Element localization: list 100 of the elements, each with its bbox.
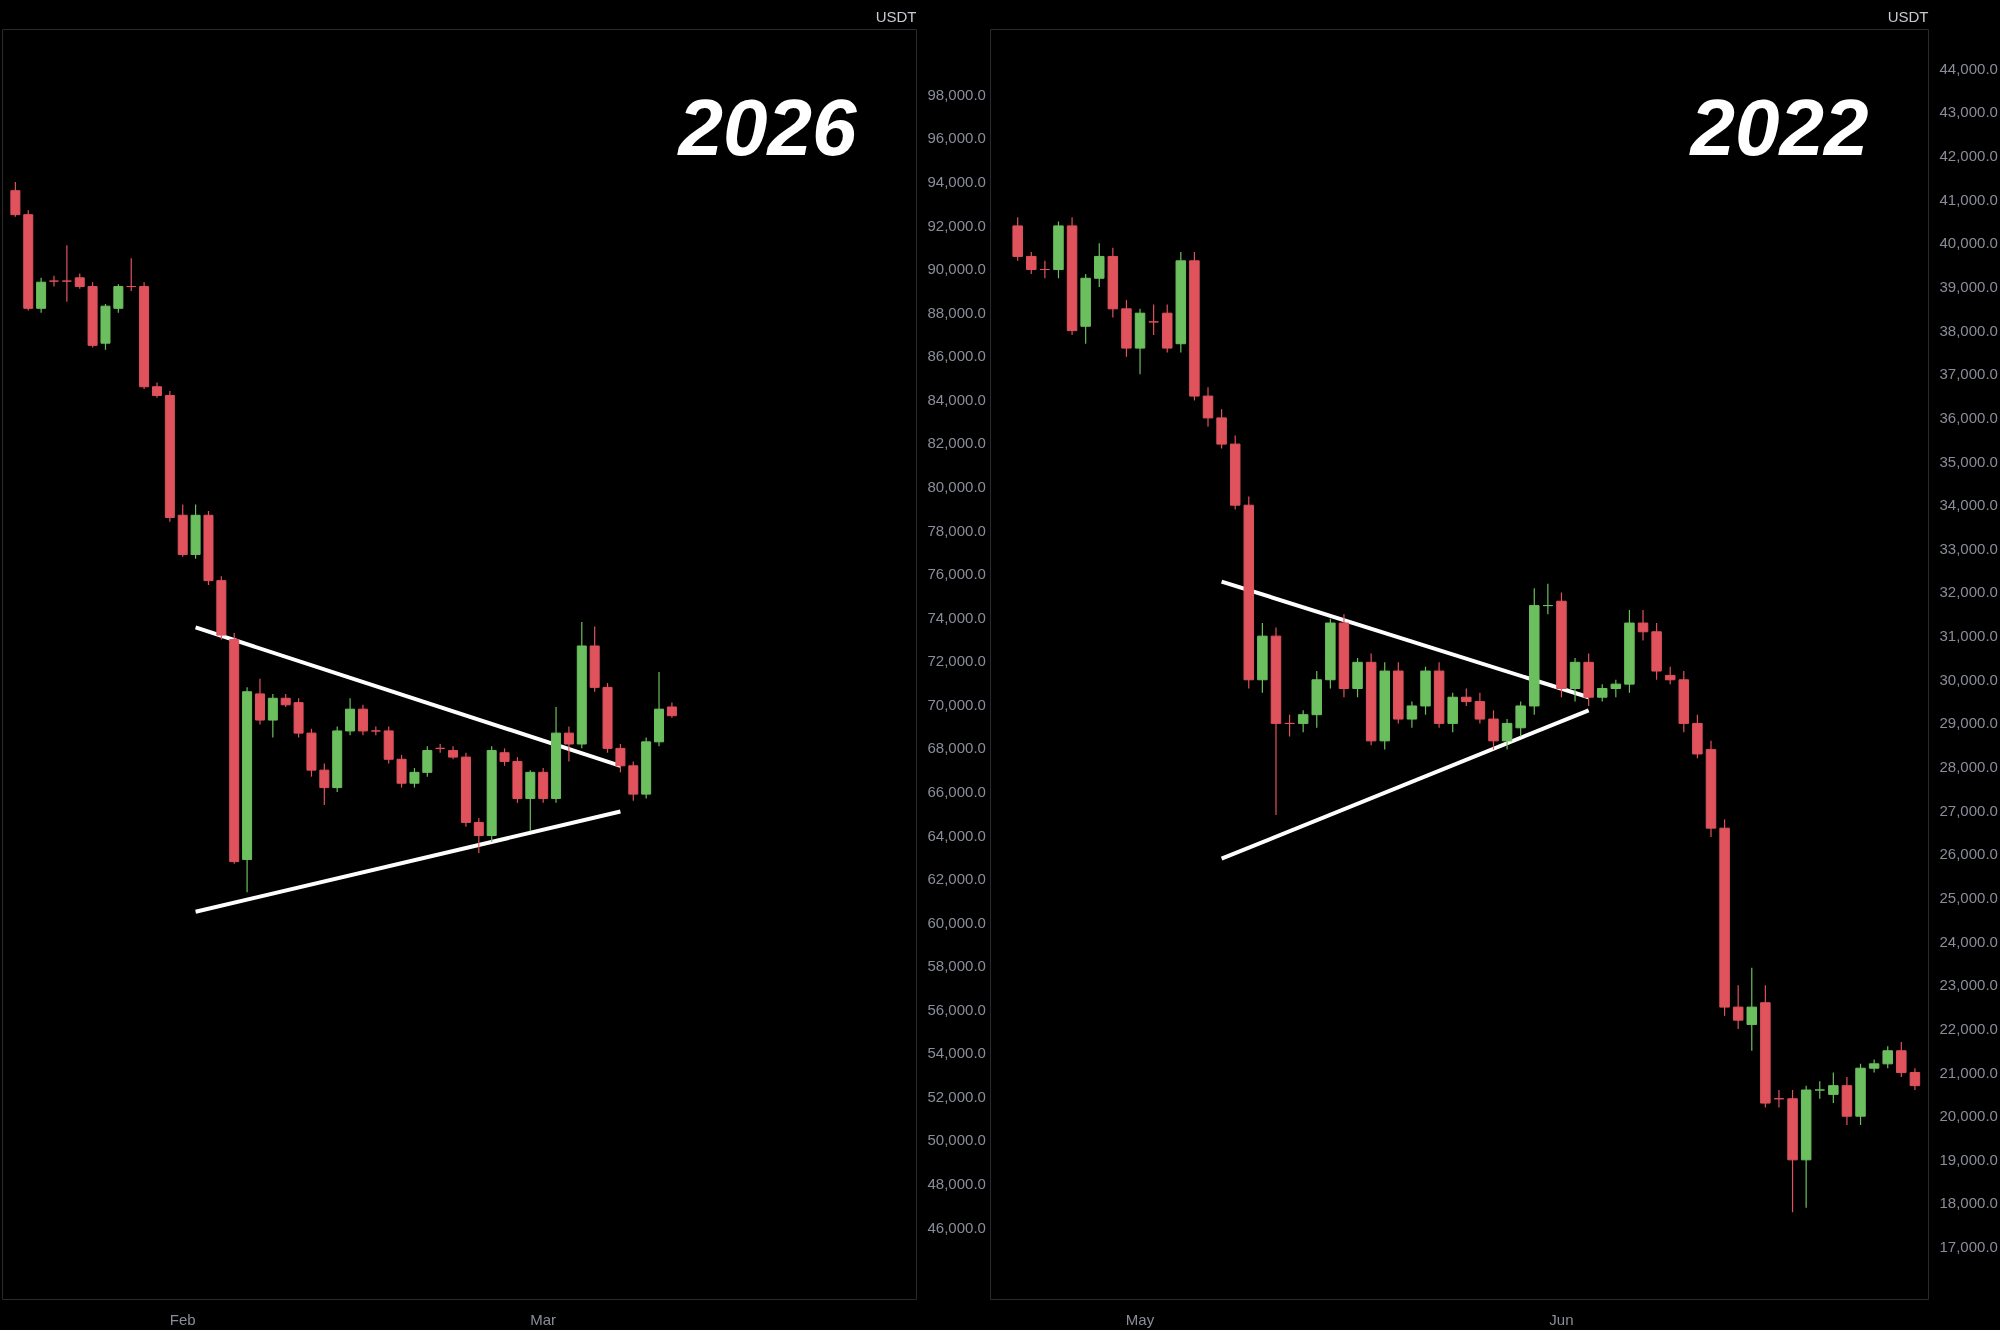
candlestick <box>1094 242 1105 288</box>
y-tick-label: 78,000.0 <box>927 521 986 539</box>
candlestick <box>1637 609 1649 642</box>
candlestick <box>1542 583 1554 615</box>
y-tick-label: 33,000.0 <box>1939 539 1998 557</box>
candlestick <box>1868 1058 1880 1074</box>
y-tick-label: 21,000.0 <box>1939 1063 1998 1081</box>
candlestick <box>1026 251 1037 275</box>
candlestick <box>1515 701 1526 738</box>
y-tick-label: 54,000.0 <box>927 1044 986 1062</box>
y-tick-label: 38,000.0 <box>1939 321 1998 339</box>
y-tick-label: 92,000.0 <box>927 216 986 234</box>
y-tick-label: 41,000.0 <box>1939 190 1998 208</box>
y-tick-label: 50,000.0 <box>927 1131 986 1149</box>
text: 2022 <box>1688 82 1869 172</box>
y-tick-label: 37,000.0 <box>1939 365 1998 383</box>
y-tick-label: 98,000.0 <box>927 85 986 103</box>
candlestick <box>1501 718 1513 751</box>
candlestick <box>1896 1041 1907 1078</box>
x-tick-label: Feb <box>169 1310 196 1328</box>
y-tick-label: 17,000.0 <box>1939 1238 1998 1256</box>
y-tick-label: 66,000.0 <box>927 782 986 800</box>
y-tick-label: 42,000.0 <box>1939 147 1998 165</box>
y-tick-label: 88,000.0 <box>927 303 986 321</box>
candlestick <box>1474 692 1486 725</box>
candlestick <box>61 244 72 303</box>
candlestick <box>48 275 59 288</box>
y-tick-label: 29,000.0 <box>1939 714 1998 732</box>
candlestick <box>1406 701 1418 729</box>
candlestick <box>1828 1071 1839 1104</box>
candlestick <box>1746 967 1758 1052</box>
candlestick <box>267 693 278 739</box>
candlestick <box>1148 303 1159 336</box>
x-tick-label: Jun <box>1549 1310 1574 1328</box>
candlestick <box>1732 984 1744 1030</box>
y-tick-label: 80,000.0 <box>927 477 986 495</box>
candlestick <box>396 754 407 789</box>
candlestick <box>113 283 124 314</box>
candlestick <box>1488 709 1499 751</box>
candlestick <box>1297 709 1309 733</box>
y-tick-label: 43,000.0 <box>1939 103 1998 121</box>
candlestick <box>126 257 137 292</box>
y-tick-label: 40,000.0 <box>1939 234 1998 252</box>
y-tick-label: 31,000.0 <box>1939 627 1998 645</box>
y-tick-label: 25,000.0 <box>1939 888 1998 906</box>
y-tick-label: 26,000.0 <box>1939 845 1998 863</box>
y-tick-label: 24,000.0 <box>1939 932 1998 950</box>
candlestick <box>319 763 330 806</box>
y-tick-label: 18,000.0 <box>1939 1194 1998 1212</box>
y-tick-label: 44,000.0 <box>1939 59 1998 77</box>
y-axis-title: USDT <box>875 7 917 25</box>
y-tick-label: 20,000.0 <box>1939 1107 1998 1125</box>
y-tick-label: 60,000.0 <box>927 913 986 931</box>
candlestick <box>563 725 574 763</box>
x-tick-label: Mar <box>530 1310 557 1328</box>
y-tick-label: 86,000.0 <box>927 347 986 365</box>
candlestick <box>357 704 368 736</box>
y-tick-label: 96,000.0 <box>927 129 986 147</box>
y-tick-label: 27,000.0 <box>1939 801 1998 819</box>
candlestick <box>345 697 356 736</box>
candlestick <box>1909 1067 1921 1091</box>
y-tick-label: 94,000.0 <box>927 172 986 190</box>
y-tick-label: 74,000.0 <box>927 608 986 626</box>
y-tick-label: 62,000.0 <box>927 870 986 888</box>
y-tick-label: 84,000.0 <box>927 390 986 408</box>
y-tick-label: 52,000.0 <box>927 1087 986 1105</box>
y-tick-label: 64,000.0 <box>927 826 986 844</box>
y-tick-label: 28,000.0 <box>1939 758 1998 776</box>
candlestick <box>1039 260 1051 279</box>
y-tick-label: 58,000.0 <box>927 957 986 975</box>
x-tick-label: May <box>1125 1310 1155 1328</box>
y-tick-label: 56,000.0 <box>927 1000 986 1018</box>
candlestick <box>10 181 21 218</box>
y-tick-label: 32,000.0 <box>1939 583 1998 601</box>
y-tick-label: 68,000.0 <box>927 739 986 757</box>
y-tick-label: 19,000.0 <box>1939 1150 1998 1168</box>
candlestick <box>409 767 420 789</box>
candlestick <box>1773 1089 1785 1109</box>
y-tick-label: 36,000.0 <box>1939 408 1998 426</box>
y-tick-label: 48,000.0 <box>927 1175 986 1193</box>
candlestick <box>615 743 626 773</box>
candlestick <box>422 745 433 778</box>
y-tick-label: 82,000.0 <box>927 434 986 452</box>
y-axis-title: USDT <box>1887 7 1929 25</box>
y-tick-label: 22,000.0 <box>1939 1019 1998 1037</box>
y-tick-label: 76,000.0 <box>927 565 986 583</box>
y-tick-label: 23,000.0 <box>1939 976 1998 994</box>
y-tick-label: 46,000.0 <box>927 1218 986 1236</box>
candlestick <box>1202 386 1214 428</box>
candlestick <box>473 817 484 854</box>
y-tick-label: 70,000.0 <box>927 695 986 713</box>
candlestick <box>1882 1045 1893 1069</box>
text: 2026 <box>676 82 858 172</box>
y-tick-label: 72,000.0 <box>927 652 986 670</box>
y-tick-label: 35,000.0 <box>1939 452 1998 470</box>
y-tick-label: 34,000.0 <box>1939 496 1998 514</box>
y-tick-label: 39,000.0 <box>1939 277 1998 295</box>
candlestick <box>1284 714 1295 738</box>
y-tick-label: 30,000.0 <box>1939 670 1998 688</box>
y-tick-label: 90,000.0 <box>927 260 986 278</box>
